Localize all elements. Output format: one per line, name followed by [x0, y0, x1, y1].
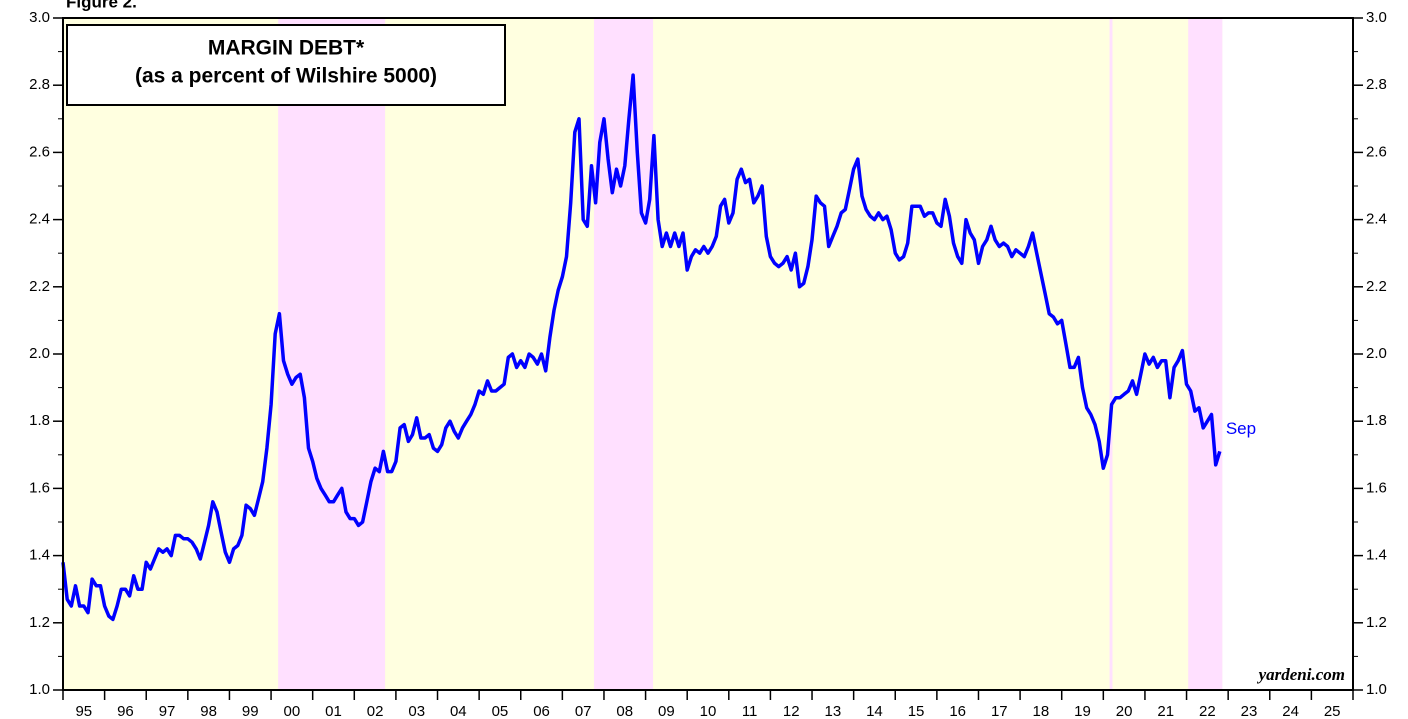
x-tick-label: 16 [949, 703, 966, 719]
x-tick-label: 23 [1241, 703, 1258, 719]
x-tick-label: 05 [492, 703, 509, 719]
x-tick-label: 98 [200, 703, 217, 719]
figure-label: Figure 2. [66, 0, 137, 11]
shaded-period [1109, 18, 1113, 690]
x-tick-label: 17 [991, 703, 1008, 719]
x-tick-label: 22 [1199, 703, 1216, 719]
x-tick-label: 20 [1116, 703, 1133, 719]
title-box [66, 24, 506, 106]
shaded-period [278, 18, 386, 690]
x-tick-label: 11 [742, 703, 758, 719]
y-tick-label-right: 2.2 [1366, 278, 1387, 295]
y-tick-label-right: 1.0 [1366, 681, 1387, 698]
x-tick-label: 99 [242, 703, 259, 719]
data-line [61, 73, 1222, 622]
x-tick-label: 97 [159, 703, 176, 719]
y-tick-label: 1.6 [29, 479, 50, 496]
y-tick-label: 2.4 [29, 211, 50, 228]
x-tick-label: 04 [450, 703, 467, 719]
y-tick-label: 2.6 [29, 143, 50, 160]
y-tick-label-right: 1.8 [1366, 412, 1387, 429]
y-tick-label-right: 2.4 [1366, 211, 1387, 228]
x-tick-label: 24 [1282, 703, 1299, 719]
y-tick-label-right: 3.0 [1366, 9, 1387, 26]
chart-title: MARGIN DEBT* [208, 37, 365, 60]
x-tick-label: 06 [533, 703, 550, 719]
y-tick-label: 3.0 [29, 9, 50, 26]
x-tick-label: 00 [284, 703, 301, 719]
y-tick-label-right: 1.4 [1366, 547, 1387, 564]
y-tick-label-right: 1.2 [1366, 614, 1387, 631]
y-tick-label-right: 2.8 [1366, 76, 1387, 93]
y-tick-label: 2.2 [29, 278, 50, 295]
x-tick-label: 12 [783, 703, 800, 719]
y-tick-label-right: 1.6 [1366, 479, 1387, 496]
y-tick-label-right: 2.6 [1366, 143, 1387, 160]
y-tick-label: 1.2 [29, 614, 50, 631]
y-tick-label: 1.0 [29, 681, 50, 698]
x-tick-label: 15 [908, 703, 925, 719]
y-tick-label: 1.8 [29, 412, 50, 429]
x-tick-label: 08 [616, 703, 633, 719]
x-tick-label: 14 [866, 703, 883, 719]
x-tick-label: 01 [325, 703, 342, 719]
x-tick-label: 03 [408, 703, 425, 719]
x-tick-label: 07 [575, 703, 592, 719]
y-tick-label-right: 2.0 [1366, 345, 1387, 362]
chart-title: (as a percent of Wilshire 5000) [135, 65, 437, 88]
y-tick-label: 2.0 [29, 345, 50, 362]
x-tick-label: 18 [1033, 703, 1050, 719]
end-annotation: Sep [1226, 419, 1256, 438]
shaded-period [1188, 18, 1223, 690]
x-tick-label: 95 [75, 703, 92, 719]
x-tick-label: 09 [658, 703, 675, 719]
y-tick-label: 2.8 [29, 76, 50, 93]
x-tick-label: 19 [1074, 703, 1091, 719]
x-tick-label: 25 [1324, 703, 1341, 719]
x-tick-label: 21 [1157, 703, 1174, 719]
x-tick-label: 96 [117, 703, 134, 719]
x-tick-label: 13 [824, 703, 841, 719]
plot-frame [62, 17, 1354, 691]
y-tick-label: 1.4 [29, 547, 50, 564]
x-tick-label: 02 [367, 703, 384, 719]
x-tick-label: 10 [700, 703, 717, 719]
source: yardeni.com [1257, 665, 1345, 684]
